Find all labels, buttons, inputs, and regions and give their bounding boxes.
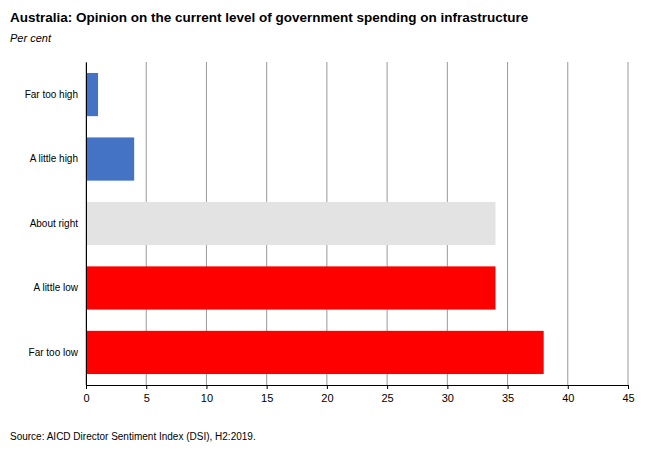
y-tick-label: About right bbox=[30, 218, 79, 229]
x-tick-label: 35 bbox=[502, 392, 514, 404]
x-tick: 20 bbox=[321, 385, 333, 404]
grid-line bbox=[567, 62, 568, 385]
x-tick-mark bbox=[568, 385, 569, 389]
x-tick: 5 bbox=[144, 385, 150, 404]
x-tick-mark bbox=[327, 385, 328, 389]
bar bbox=[86, 202, 496, 245]
y-tick-label: A little high bbox=[30, 153, 78, 164]
x-tick-mark bbox=[447, 385, 448, 389]
chart: Australia: Opinion on the current level … bbox=[0, 0, 650, 455]
x-tick: 40 bbox=[562, 385, 574, 404]
x-tick: 45 bbox=[622, 385, 634, 404]
grid-line bbox=[86, 62, 87, 385]
y-tick-label: A little low bbox=[34, 282, 79, 293]
bar bbox=[86, 73, 98, 116]
x-tick-label: 15 bbox=[261, 392, 273, 404]
x-tick-mark bbox=[146, 385, 147, 389]
x-tick-label: 25 bbox=[381, 392, 393, 404]
x-tick: 0 bbox=[83, 385, 89, 404]
title: Australia: Opinion on the current level … bbox=[10, 10, 529, 25]
x-tick-label: 40 bbox=[562, 392, 574, 404]
y-tick: A little low bbox=[34, 282, 86, 293]
x-axis: 0 5 10 15 20 25 30 35 40 45 bbox=[83, 385, 634, 404]
source: Source: AICD Director Sentiment Index (D… bbox=[10, 431, 256, 442]
x-tick-mark bbox=[267, 385, 268, 389]
x-tick-label: 0 bbox=[83, 392, 89, 404]
y-axis-line bbox=[86, 63, 87, 386]
y-tick-label: Far too high bbox=[25, 89, 78, 100]
y-tick: Far too high bbox=[25, 89, 86, 100]
x-tick-label: 30 bbox=[442, 392, 454, 404]
x-tick-mark bbox=[508, 385, 509, 389]
bar bbox=[86, 137, 134, 180]
x-tick-mark bbox=[206, 385, 207, 389]
x-tick-label: 5 bbox=[144, 392, 150, 404]
x-axis-line bbox=[87, 385, 629, 386]
y-tick-label: Far too low bbox=[29, 347, 79, 358]
x-tick-mark bbox=[628, 385, 629, 389]
grid bbox=[86, 62, 628, 385]
y-tick: About right bbox=[30, 218, 86, 229]
grid-line bbox=[628, 62, 629, 385]
bars bbox=[86, 73, 544, 374]
x-tick: 35 bbox=[502, 385, 514, 404]
x-tick: 10 bbox=[201, 385, 213, 404]
y-axis: Far too high A little high About right A li… bbox=[25, 63, 87, 386]
bar bbox=[86, 266, 496, 309]
x-tick: 30 bbox=[442, 385, 454, 404]
x-tick-label: 10 bbox=[201, 392, 213, 404]
x-tick: 15 bbox=[261, 385, 273, 404]
x-tick-mark bbox=[387, 385, 388, 389]
x-tick: 25 bbox=[381, 385, 393, 404]
subtitle: Per cent bbox=[10, 32, 52, 44]
y-tick: A little high bbox=[30, 153, 86, 164]
bar bbox=[86, 331, 544, 374]
x-tick-label: 20 bbox=[321, 392, 333, 404]
x-tick-label: 45 bbox=[622, 392, 634, 404]
x-tick-mark bbox=[86, 385, 87, 389]
y-tick: Far too low bbox=[29, 347, 86, 358]
